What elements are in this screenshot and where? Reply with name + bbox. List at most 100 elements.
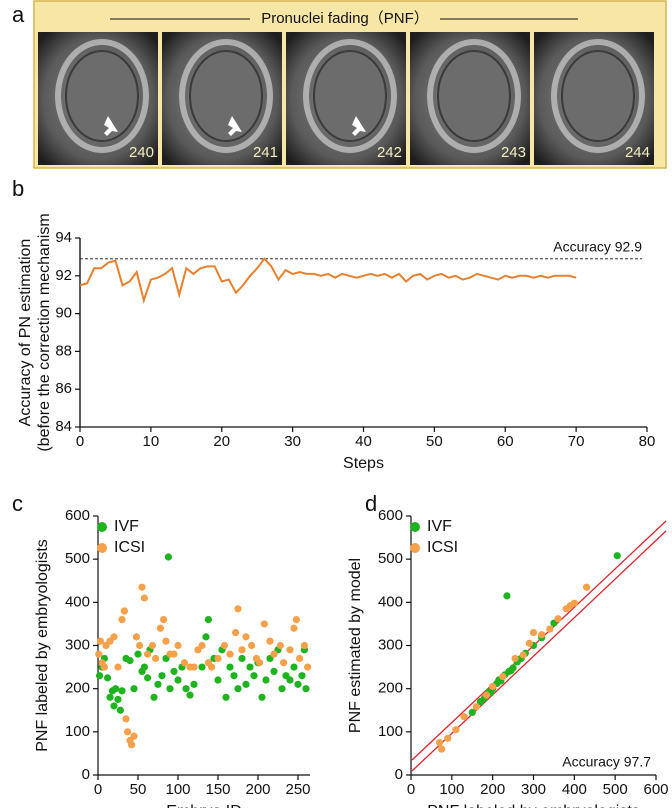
zona	[427, 39, 521, 153]
point	[154, 680, 162, 688]
point	[256, 659, 264, 667]
y-tick-label: 300	[65, 636, 90, 653]
point	[202, 633, 210, 641]
arrow	[104, 116, 118, 136]
point	[208, 663, 216, 671]
point	[226, 663, 234, 671]
x-tick-label: 600	[643, 781, 668, 798]
point	[156, 624, 164, 632]
point	[511, 654, 519, 663]
x-tick-label: 0	[407, 781, 415, 798]
point	[444, 734, 452, 742]
point	[304, 663, 312, 671]
point	[130, 732, 138, 740]
point	[248, 641, 256, 650]
x-tick-label: 10	[143, 433, 160, 450]
arrow	[352, 116, 366, 136]
band-line	[411, 530, 667, 772]
point	[118, 687, 126, 695]
y-tick-label: 400	[65, 593, 90, 610]
point	[499, 672, 507, 681]
x-axis-label: Steps	[343, 455, 384, 472]
point	[114, 663, 122, 671]
x-tick-label: 500	[603, 781, 628, 798]
point	[222, 693, 230, 701]
point	[110, 702, 118, 710]
point	[96, 637, 104, 645]
point	[242, 680, 250, 688]
y-axis-label: PNF labeled by embryologists	[34, 539, 51, 752]
point	[124, 728, 132, 736]
y-tick-label: 500	[65, 550, 90, 567]
frame-number: 243	[501, 144, 526, 161]
y-tick-label: 100	[378, 723, 403, 740]
x-axis-label: PNF labeled by embryologists	[427, 803, 640, 808]
point	[144, 674, 152, 682]
point	[96, 672, 104, 680]
point	[582, 583, 591, 591]
point	[170, 667, 178, 676]
point	[525, 639, 534, 647]
x-tick-label: 100	[439, 781, 464, 798]
annotation: Accuracy 92.9	[553, 238, 642, 254]
point	[538, 631, 546, 639]
x-tick-label: 60	[497, 433, 514, 450]
y-tick-label: 400	[378, 593, 403, 610]
x-tick-label: 30	[284, 433, 301, 450]
point	[140, 663, 148, 671]
point	[148, 641, 156, 650]
point	[128, 741, 136, 749]
point	[126, 657, 134, 665]
point	[276, 641, 284, 650]
point	[242, 633, 250, 641]
point	[130, 685, 138, 693]
y-axis-label: Accuracy of PN estimation	[17, 239, 34, 427]
frame-number: 240	[129, 144, 154, 161]
y-tick-label: 500	[378, 550, 403, 567]
band-line	[411, 520, 667, 761]
point	[106, 693, 114, 701]
point	[270, 650, 278, 658]
point	[160, 616, 168, 624]
point	[104, 674, 112, 682]
cell	[313, 50, 387, 142]
point	[118, 616, 126, 624]
cell	[189, 50, 263, 142]
point	[503, 592, 511, 600]
point	[234, 685, 242, 693]
point	[162, 637, 170, 645]
x-tick-label: 50	[426, 433, 443, 450]
legend-marker	[410, 543, 420, 553]
point	[144, 650, 152, 658]
x-tick-label: 20	[213, 433, 230, 450]
x-axis-label: Embryo ID	[166, 803, 242, 808]
y-tick-label: 300	[378, 636, 403, 653]
point	[435, 739, 444, 747]
x-tick-label: 100	[165, 781, 190, 798]
point	[100, 663, 108, 671]
frame-number: 241	[253, 144, 278, 161]
x-tick-label: 250	[285, 781, 310, 798]
point	[198, 663, 206, 671]
y-tick-label: 200	[65, 680, 90, 697]
point	[296, 654, 304, 663]
point	[238, 654, 246, 663]
y-tick-label: 92	[55, 267, 72, 284]
x-tick-label: 0	[94, 781, 102, 798]
point	[220, 641, 228, 650]
point	[468, 708, 476, 717]
point	[294, 680, 302, 688]
point	[114, 695, 122, 704]
cell	[65, 50, 139, 142]
point	[613, 552, 621, 560]
point	[286, 676, 294, 684]
point	[112, 685, 120, 693]
y-axis-label: (before the correction mechanism	[36, 213, 53, 451]
point	[266, 637, 274, 645]
point	[182, 685, 190, 693]
y-tick-label: 90	[55, 305, 72, 322]
point	[150, 693, 158, 701]
y-tick-label: 84	[55, 418, 72, 435]
point	[140, 594, 148, 602]
legend-label: ICSI	[114, 539, 145, 556]
